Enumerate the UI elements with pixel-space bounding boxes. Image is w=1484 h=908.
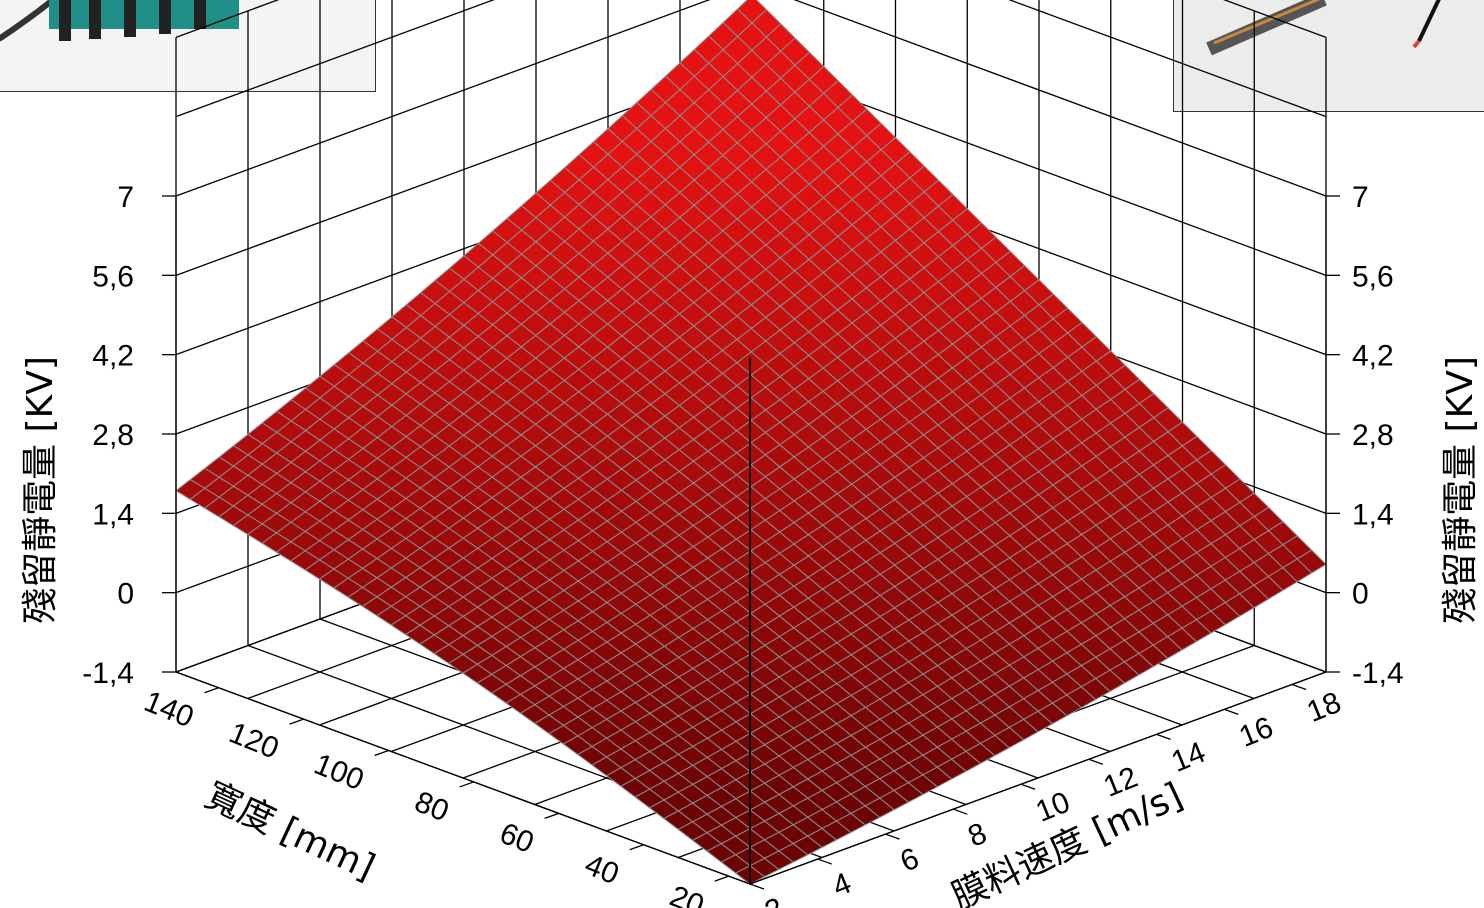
- device-photo-right-image: [1174, 0, 1484, 111]
- z-tick-label-left: 2,8: [92, 419, 134, 452]
- width-tick-label: 120: [225, 716, 284, 765]
- width-tick-label: 100: [310, 748, 369, 797]
- width-tick-label: 20: [665, 880, 708, 908]
- z-tick-label-right: -1,4: [1352, 657, 1404, 690]
- z-axis-label-left: 殘留靜電量 [KV]: [20, 356, 61, 624]
- speed-tick-mark: [817, 858, 832, 865]
- wall-grid-line: [175, 0, 495, 118]
- z-tick-label-left: 7: [117, 181, 134, 214]
- speed-tick-mark: [1156, 733, 1171, 740]
- speed-tick-mark: [1224, 708, 1239, 716]
- speed-tick-label: 4: [828, 867, 856, 904]
- width-tick-mark: [204, 687, 219, 694]
- speed-tick-label: 6: [896, 842, 924, 879]
- speed-tick-label: 2: [760, 892, 788, 908]
- width-tick-label: 60: [495, 817, 538, 860]
- speed-tick-label: 14: [1167, 736, 1210, 779]
- width-tick-mark: [459, 781, 474, 788]
- width-tick-mark: [374, 749, 389, 757]
- z-tick-label-left: 5,6: [92, 260, 134, 293]
- z-tick-label-right: 7: [1352, 181, 1369, 214]
- wall-grid-line: [1008, 0, 1327, 118]
- speed-tick-mark: [1088, 758, 1104, 765]
- device-photo-left: [0, 0, 376, 92]
- width-axis-line: [175, 671, 751, 885]
- z-tick-label-left: 0: [117, 578, 134, 611]
- device-photo-right: [1173, 0, 1484, 112]
- surface-layer: [175, 0, 1327, 885]
- wall-grid-line: [175, 0, 711, 197]
- speed-tick-label: 10: [1031, 786, 1074, 829]
- width-tick-mark: [289, 718, 304, 725]
- wall-grid-line: [793, 0, 1327, 197]
- width-tick-mark: [714, 875, 729, 882]
- speed-tick-label: 16: [1235, 711, 1278, 754]
- speed-tick-mark: [1020, 783, 1036, 790]
- z-tick-label-right: 2,8: [1352, 419, 1394, 452]
- device-photo-left-image: [0, 0, 375, 91]
- z-tick-label-right: 5,6: [1352, 260, 1394, 293]
- width-tick-mark: [544, 812, 559, 819]
- z-tick-label-right: 1,4: [1352, 498, 1394, 531]
- z-tick-label-left: 4,2: [92, 340, 134, 373]
- speed-tick-label: 8: [964, 817, 992, 854]
- z-tick-label-left: 1,4: [92, 498, 134, 531]
- z-tick-label-right: 4,2: [1352, 340, 1394, 373]
- z-tick-label-left: -1,4: [82, 657, 134, 690]
- speed-tick-label: 18: [1302, 686, 1345, 729]
- width-tick-label: 40: [580, 848, 623, 891]
- speed-axis-line: [749, 671, 1327, 885]
- width-tick-label: 80: [410, 785, 453, 828]
- speed-tick-mark: [953, 808, 968, 815]
- z-tick-label-right: 0: [1352, 578, 1369, 611]
- speed-tick-mark: [1291, 683, 1307, 691]
- z-axis-label-right: 殘留靜電量 [KV]: [1440, 356, 1481, 624]
- width-tick-mark: [629, 844, 644, 851]
- speed-tick-mark: [749, 883, 765, 890]
- wall-grid-line: [1223, 0, 1327, 38]
- wall-grid-line: [175, 0, 280, 38]
- width-tick-label: 140: [139, 685, 198, 734]
- speed-tick-mark: [885, 833, 900, 840]
